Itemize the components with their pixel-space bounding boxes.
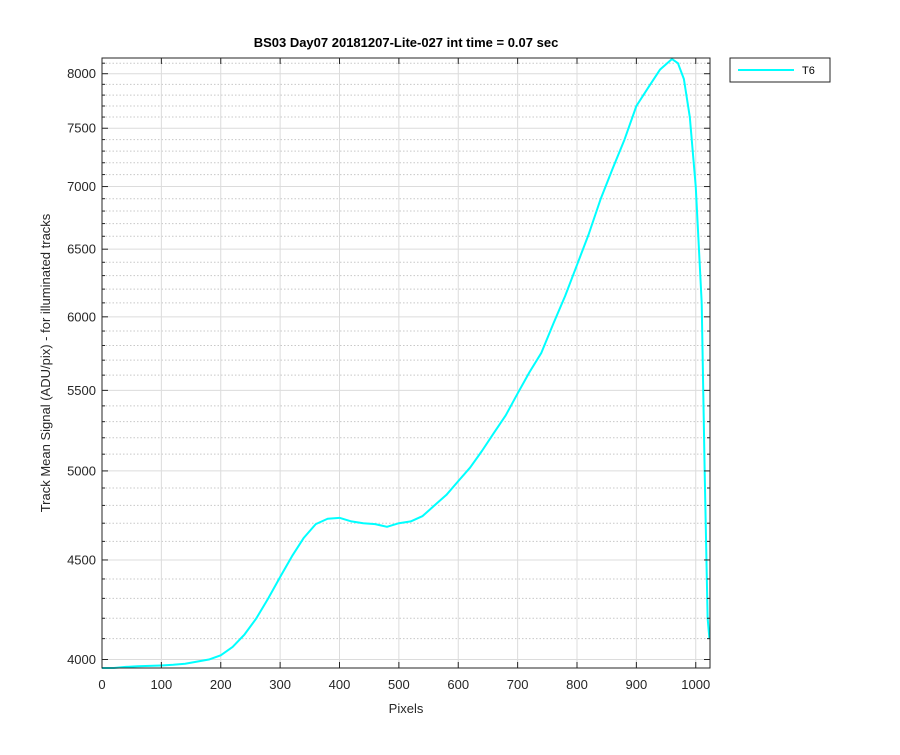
legend: T6 <box>729 57 831 83</box>
x-tick-label: 700 <box>507 677 529 692</box>
y-tick-label: 7500 <box>67 121 96 136</box>
series-line-t6 <box>102 58 711 669</box>
y-axis-label: Track Mean Signal (ADU/pix) - for illumi… <box>38 213 53 512</box>
x-tick-label: 100 <box>151 677 173 692</box>
x-tick-label: 500 <box>388 677 410 692</box>
y-tick-label: 5000 <box>67 463 96 478</box>
plot-area <box>102 58 710 668</box>
chart-title: BS03 Day07 20181207-Lite-027 int time = … <box>254 35 559 50</box>
x-tick-label: 300 <box>269 677 291 692</box>
y-tick-label: 6500 <box>67 242 96 257</box>
y-tick-labels: 4000 4500 5000 5500 6000 6500 7000 7500 8000 <box>67 66 96 667</box>
y-tick-label: 5500 <box>67 383 96 398</box>
x-tick-label: 200 <box>210 677 232 692</box>
x-tick-label: 1000 <box>681 677 710 692</box>
y-tick-label: 4500 <box>67 552 96 567</box>
x-tick-labels: 0 100 200 300 400 500 600 700 800 900 1000 <box>98 677 710 692</box>
major-grid <box>101 58 710 668</box>
x-axis-label: Pixels <box>389 701 424 716</box>
x-tick-label: 600 <box>447 677 469 692</box>
plot-frame <box>101 57 711 669</box>
y-tick-label: 7000 <box>67 179 96 194</box>
y-tick-label: 6000 <box>67 309 96 324</box>
x-tick-label: 900 <box>626 677 648 692</box>
y-tick-label: 4000 <box>67 652 96 667</box>
x-tick-label: 0 <box>98 677 105 692</box>
series-layer <box>102 58 711 669</box>
x-tick-label: 800 <box>566 677 588 692</box>
y-tick-label: 8000 <box>67 66 96 81</box>
x-tick-label: 400 <box>329 677 351 692</box>
axis-ticks <box>101 58 710 668</box>
legend-label: T6 <box>802 65 815 77</box>
